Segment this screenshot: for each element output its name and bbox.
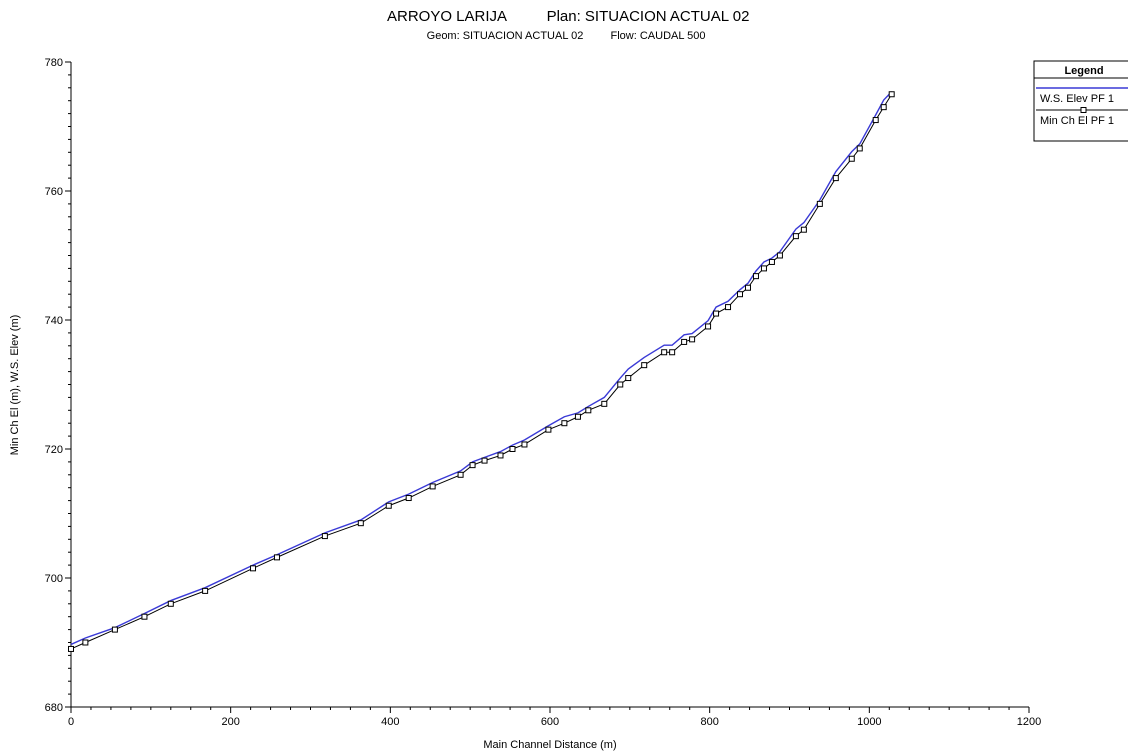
x-tick-label: 1200 — [1017, 716, 1041, 728]
chart-axes: 0 200 400 600 800 1000 1200 680 700 720 740 760 780 — [45, 57, 1042, 728]
legend-entry-ws-elev: W.S. Elev PF 1 — [1040, 93, 1114, 105]
min-ch-el-point — [681, 338, 688, 345]
min-ch-el-point — [737, 291, 743, 298]
x-tick-label: 0 — [68, 716, 74, 728]
chart-subtitle-geom: Geom: SITUACION ACTUAL 02 — [427, 30, 584, 42]
min-ch-el-point — [561, 420, 568, 427]
min-ch-el-point — [641, 362, 648, 369]
min-ch-el-point — [273, 554, 280, 561]
y-tick-label: 780 — [45, 57, 63, 69]
chart-series — [68, 91, 895, 652]
min-ch-el-point — [601, 400, 608, 407]
legend-title: Legend — [1064, 65, 1103, 77]
min-ch-el-point — [202, 587, 209, 594]
min-ch-el-point — [856, 145, 863, 152]
min-ch-el-point — [141, 613, 148, 620]
min-ch-el-point — [481, 457, 488, 464]
min-ch-el-point — [848, 155, 855, 162]
min-ch-el-point — [725, 304, 732, 311]
min-ch-el-point — [792, 233, 799, 240]
y-tick-label: 740 — [45, 315, 63, 327]
min-ch-el-point — [669, 349, 676, 356]
min-ch-el-point — [888, 91, 895, 98]
min-ch-el-point — [509, 446, 516, 452]
chart-plan: Plan: SITUACION ACTUAL 02 — [547, 8, 750, 25]
chart-title: ARROYO LARIJA — [387, 8, 507, 25]
legend-marker-min-ch-el — [1080, 107, 1087, 113]
x-tick-label: 800 — [700, 716, 718, 728]
min-ch-el-point — [357, 520, 364, 527]
min-ch-el-point — [800, 226, 807, 233]
min-ch-el-point — [574, 413, 581, 420]
min-ch-el-point — [760, 265, 767, 272]
min-ch-el-point — [111, 626, 118, 633]
y-tick-label: 760 — [45, 186, 63, 198]
min-ch-el-point — [82, 639, 89, 646]
min-ch-el-point — [689, 336, 696, 343]
min-ch-el-point — [713, 310, 720, 317]
legend-entry-min-ch-el: Min Ch El PF 1 — [1040, 115, 1114, 127]
min-ch-el-point — [744, 284, 751, 291]
y-axis-label: Min Ch El (m), W.S. Elev (m) — [9, 315, 21, 456]
min-ch-el-point — [385, 502, 392, 509]
min-ch-el-line — [70, 93, 893, 650]
min-ch-el-point — [497, 452, 504, 459]
min-ch-el-point — [661, 349, 668, 356]
min-ch-el-point — [617, 381, 624, 388]
min-ch-el-point — [321, 533, 328, 540]
min-ch-el-point — [625, 375, 632, 382]
y-tick-label: 700 — [45, 573, 63, 585]
ws-elev-line — [70, 91, 893, 646]
y-tick-label: 680 — [45, 702, 63, 714]
min-ch-el-point — [521, 441, 528, 448]
min-ch-el-point — [880, 104, 887, 111]
min-ch-el-point — [469, 462, 476, 469]
min-ch-el-point — [457, 471, 464, 478]
min-ch-el-point — [832, 175, 839, 182]
x-axis-label: Main Channel Distance (m) — [483, 739, 616, 751]
min-ch-el-point — [545, 426, 552, 433]
min-ch-el-point — [872, 117, 879, 124]
min-ch-el-point — [752, 273, 759, 280]
chart-subtitle-flow: Flow: CAUDAL 500 — [611, 30, 706, 42]
legend-box — [1033, 60, 1128, 142]
min-ch-el-point — [768, 258, 775, 265]
min-ch-el-point — [585, 407, 592, 414]
min-ch-el-point — [167, 600, 174, 607]
min-ch-el-point — [68, 645, 74, 652]
min-ch-el-point — [429, 483, 436, 490]
min-ch-el-point — [405, 495, 412, 502]
x-tick-label: 1000 — [857, 716, 881, 728]
chart-legend: Legend W.S. Elev PF 1 Min Ch El PF 1 — [1033, 60, 1128, 142]
min-ch-el-point — [250, 565, 257, 572]
min-ch-el-point — [776, 252, 783, 259]
y-tick-label: 720 — [45, 444, 63, 456]
min-ch-el-point — [816, 200, 823, 207]
x-tick-label: 600 — [541, 716, 559, 728]
x-tick-label: 200 — [221, 716, 239, 728]
x-tick-label: 400 — [381, 716, 399, 728]
min-ch-el-point — [705, 323, 712, 330]
